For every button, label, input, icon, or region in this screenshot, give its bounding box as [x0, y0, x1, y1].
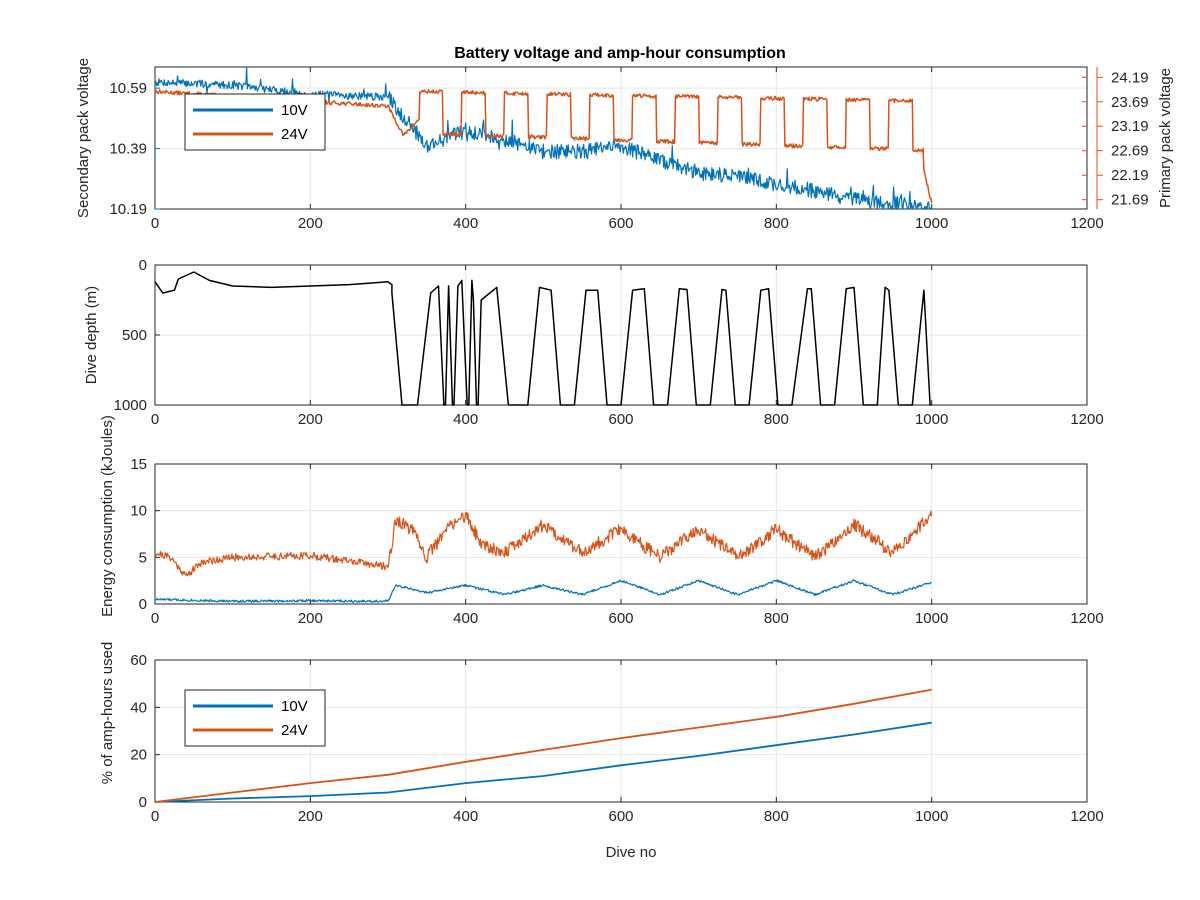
y-axis-label: % of amp-hours used	[99, 642, 116, 785]
x-tick-label: 0	[151, 411, 159, 428]
x-tick-label: 1200	[1070, 411, 1103, 428]
x-tick-label: 1000	[915, 808, 948, 825]
legend-entry: 10V	[281, 698, 308, 715]
right-tick-label: 23.19	[1111, 118, 1149, 135]
y-axis-label: Secondary pack voltage	[75, 58, 92, 218]
x-tick-label: 200	[298, 808, 323, 825]
x-tick-label: 800	[764, 411, 789, 428]
y-tick-label: 20	[130, 747, 147, 764]
amp-hours-10v-line	[154, 721, 932, 803]
x-tick-label: 400	[453, 610, 478, 627]
x-tick-label: 600	[608, 215, 633, 232]
x-tick-label: 800	[764, 215, 789, 232]
energy-10v-line	[155, 579, 932, 603]
legend-entry: 24V	[281, 126, 308, 143]
depth-line	[154, 271, 932, 406]
x-tick-label: 1000	[915, 411, 948, 428]
x-tick-label: 1200	[1070, 215, 1103, 232]
y-axis-label: Primary pack voltage	[1157, 68, 1174, 208]
amp-hours-24v-line	[154, 688, 932, 803]
x-tick-label: 800	[764, 808, 789, 825]
x-tick-label: 600	[608, 610, 633, 627]
x-tick-label: 200	[298, 411, 323, 428]
x-tick-label: 1000	[915, 215, 948, 232]
x-tick-label: 1200	[1070, 610, 1103, 627]
voltage-panel: 0 200 400 600 800 1000 1200 10.19 10.39 10.59 21.6…	[75, 58, 1174, 232]
x-tick-label: 600	[608, 411, 633, 428]
right-tick-label: 23.69	[1111, 94, 1149, 111]
y-tick-label: 0	[139, 596, 147, 613]
x-tick-label: 400	[453, 411, 478, 428]
y-tick-label: 10.19	[109, 201, 147, 218]
legend-entry: 10V	[281, 102, 308, 119]
x-tick-label: 200	[298, 215, 323, 232]
x-tick-label: 1000	[915, 610, 948, 627]
y-tick-label: 500	[122, 327, 147, 344]
right-tick-label: 24.19	[1111, 69, 1149, 86]
right-tick-label: 22.69	[1111, 143, 1149, 160]
depth-panel: 0 200 400 600 800 1000 1200 0 500 1000 Dive depth …	[83, 257, 1104, 428]
y-axis-label: Dive depth (m)	[83, 286, 100, 384]
y-tick-label: 40	[130, 699, 147, 716]
x-tick-label: 800	[764, 610, 789, 627]
x-tick-label: 0	[151, 610, 159, 627]
series-10v-line	[154, 66, 932, 210]
x-tick-label: 1200	[1070, 808, 1103, 825]
x-tick-label: 400	[453, 808, 478, 825]
energy-24v-line	[154, 510, 933, 577]
energy-panel: 0 200 400 600 800 1000 1200 0 5 10 15 Energy consum…	[99, 415, 1104, 627]
x-axis-label: Dive no	[606, 844, 657, 861]
chart-title: Battery voltage and amp-hour consumption	[454, 45, 786, 62]
y-tick-label: 15	[130, 456, 147, 473]
y-tick-label: 0	[139, 257, 147, 274]
right-tick-label: 21.69	[1111, 192, 1149, 209]
legend-box	[184, 689, 326, 747]
x-tick-label: 400	[453, 215, 478, 232]
x-tick-label: 200	[298, 610, 323, 627]
right-tick-label: 22.19	[1111, 167, 1149, 184]
y-axis-label: Energy consumption (kJoules)	[99, 415, 116, 617]
y-tick-label: 10.39	[109, 141, 147, 158]
y-tick-label: 0	[139, 794, 147, 811]
y-tick-label: 60	[130, 652, 147, 669]
x-tick-label: 600	[608, 808, 633, 825]
legend-box	[184, 93, 326, 151]
y-tick-label: 10	[130, 503, 147, 520]
amp-hours-panel: 0 200 400 600 800 1000 1200 0 20 40 60 % of amp-hou…	[99, 642, 1104, 861]
x-tick-label: 0	[151, 215, 159, 232]
x-tick-label: 0	[151, 808, 159, 825]
y-tick-label: 1000	[114, 397, 147, 414]
y-tick-label: 10.59	[109, 80, 147, 97]
y-tick-label: 5	[139, 549, 147, 566]
legend-entry: 24V	[281, 722, 308, 739]
